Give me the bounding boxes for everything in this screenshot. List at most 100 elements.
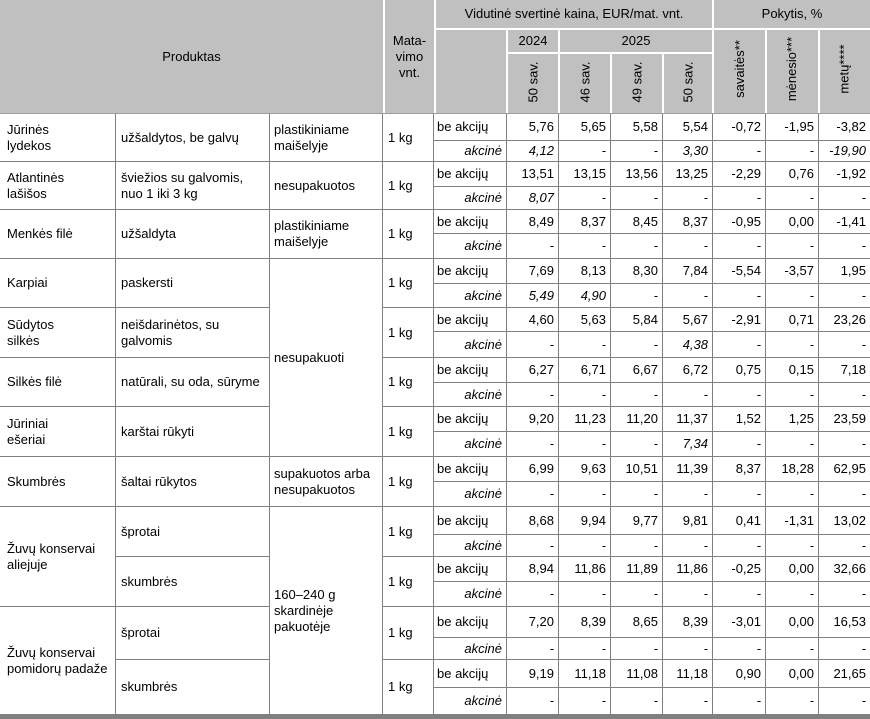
value-cell: - xyxy=(819,234,870,259)
value-cell: 4,38 xyxy=(663,332,713,358)
value-cell: - xyxy=(713,332,766,358)
value-cell: - xyxy=(663,187,713,210)
value-cell: 8,39 xyxy=(663,607,713,638)
header-kaina-type-spacer xyxy=(436,30,506,114)
header-produktas-label: Produktas xyxy=(162,49,221,64)
value-cell: 7,18 xyxy=(819,358,870,383)
value-cell: - xyxy=(611,383,663,407)
value-cell: 21,65 xyxy=(819,660,870,688)
value-cell: 10,51 xyxy=(611,457,663,482)
value-cell: - xyxy=(713,582,766,607)
value-cell: - xyxy=(611,582,663,607)
unit-cell: 1 kg xyxy=(383,660,434,714)
value-cell: - xyxy=(819,535,870,557)
value-cell: - xyxy=(559,234,611,259)
value-cell: - xyxy=(507,332,559,358)
price-type-regular-cell: be akcijų xyxy=(434,557,507,582)
value-cell: - xyxy=(713,482,766,507)
value-cell: - xyxy=(713,284,766,308)
header-week-2024-50-label: 50 sav. xyxy=(524,61,540,103)
price-type-promo-cell: akcinė xyxy=(434,688,507,714)
value-cell: 1,52 xyxy=(713,407,766,432)
value-cell: - xyxy=(766,432,819,457)
price-type-promo-cell: akcinė xyxy=(434,383,507,407)
value-cell: - xyxy=(559,688,611,714)
value-cell: -0,72 xyxy=(713,114,766,141)
value-cell: 9,94 xyxy=(559,507,611,535)
value-cell: - xyxy=(713,688,766,714)
value-cell: - xyxy=(663,284,713,308)
value-cell: - xyxy=(559,141,611,162)
value-cell: - xyxy=(507,383,559,407)
value-cell: 9,20 xyxy=(507,407,559,432)
value-cell: 8,37 xyxy=(713,457,766,482)
value-cell: - xyxy=(766,482,819,507)
value-cell: 3,30 xyxy=(663,141,713,162)
header-change-year: metų**** xyxy=(820,30,870,114)
value-cell: 5,49 xyxy=(507,284,559,308)
value-cell: 11,18 xyxy=(663,660,713,688)
value-cell: 8,68 xyxy=(507,507,559,535)
value-cell: - xyxy=(766,187,819,210)
value-cell: - xyxy=(611,638,663,660)
header-kaina-group-label: Vidutinė svertinė kaina, EUR/mat. vnt. xyxy=(464,6,684,21)
value-cell: - xyxy=(819,638,870,660)
price-type-regular-cell: be akcijų xyxy=(434,114,507,141)
value-cell: 0,15 xyxy=(766,358,819,383)
packaging-cell: plastikiniame maišelyje xyxy=(270,114,383,162)
value-cell: -3,01 xyxy=(713,607,766,638)
value-cell: - xyxy=(713,383,766,407)
value-cell: 5,63 xyxy=(559,308,611,332)
value-cell: 0,00 xyxy=(766,607,819,638)
value-cell: - xyxy=(663,535,713,557)
product-description-cell: skumbrės xyxy=(116,557,270,607)
price-type-regular-cell: be akcijų xyxy=(434,407,507,432)
value-cell: 5,65 xyxy=(559,114,611,141)
value-cell: 0,71 xyxy=(766,308,819,332)
value-cell: 13,25 xyxy=(663,162,713,187)
product-description-cell: skumbrės xyxy=(116,660,270,714)
value-cell: - xyxy=(663,582,713,607)
header-week-2025-46: 46 sav. xyxy=(560,54,610,114)
value-cell: 9,19 xyxy=(507,660,559,688)
value-cell: 0,75 xyxy=(713,358,766,383)
price-type-promo-cell: akcinė xyxy=(434,187,507,210)
table-header: Produktas Mata- vimo vnt. Vidutinė svert… xyxy=(0,0,870,114)
header-week-2025-49-label: 49 sav. xyxy=(628,61,644,103)
value-cell: 6,99 xyxy=(507,457,559,482)
value-cell: - xyxy=(611,187,663,210)
value-cell: - xyxy=(559,383,611,407)
value-cell: 8,65 xyxy=(611,607,663,638)
value-cell: 18,28 xyxy=(766,457,819,482)
value-cell: 7,69 xyxy=(507,259,559,284)
value-cell: 0,41 xyxy=(713,507,766,535)
value-cell: - xyxy=(713,141,766,162)
price-type-regular-cell: be akcijų xyxy=(434,210,507,234)
value-cell: - xyxy=(611,234,663,259)
value-cell: 9,81 xyxy=(663,507,713,535)
unit-cell: 1 kg xyxy=(383,162,434,210)
table-body: Jūrinės lydekos užšaldytos, be galvų pla… xyxy=(0,114,870,714)
price-type-promo-cell: akcinė xyxy=(434,432,507,457)
value-cell: - xyxy=(559,332,611,358)
value-cell: -1,92 xyxy=(819,162,870,187)
header-matavimo-vnt: Mata- vimo vnt. xyxy=(385,0,434,114)
value-cell: - xyxy=(663,234,713,259)
table-bottom-border xyxy=(0,714,870,719)
value-cell: 11,18 xyxy=(559,660,611,688)
value-cell: 8,49 xyxy=(507,210,559,234)
value-cell: - xyxy=(663,383,713,407)
value-cell: - xyxy=(663,688,713,714)
value-cell: 23,26 xyxy=(819,308,870,332)
price-type-promo-cell: akcinė xyxy=(434,482,507,507)
value-cell: - xyxy=(611,535,663,557)
packaging-cell: nesupakuoti xyxy=(270,259,383,457)
product-description-cell: paskersti xyxy=(116,259,270,308)
value-cell: 7,84 xyxy=(663,259,713,284)
value-cell: 32,66 xyxy=(819,557,870,582)
value-cell: 8,30 xyxy=(611,259,663,284)
value-cell: - xyxy=(713,638,766,660)
header-kaina-group: Vidutinė svertinė kaina, EUR/mat. vnt. xyxy=(436,0,712,28)
value-cell: 6,71 xyxy=(559,358,611,383)
